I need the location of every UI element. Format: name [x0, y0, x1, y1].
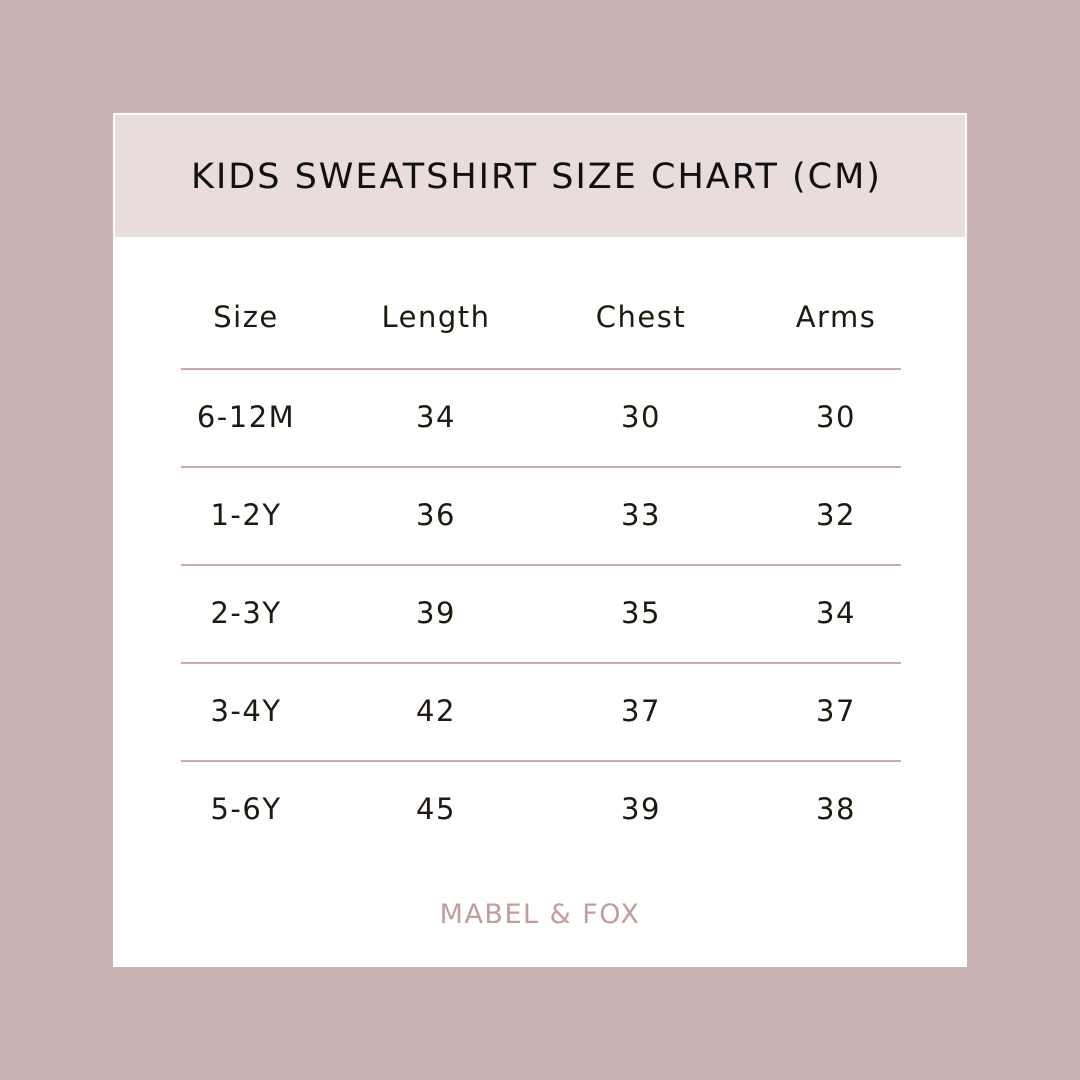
- arms-cell: 32: [816, 498, 856, 532]
- length-cell: 39: [416, 596, 456, 630]
- title-band: KIDS SWEATSHIRT SIZE CHART (CM): [115, 115, 965, 237]
- length-cell: 36: [416, 498, 456, 532]
- length-cell: 45: [416, 792, 456, 826]
- size-table: Size Length Chest Arms 6-12M 34 30 30 1-…: [181, 265, 901, 858]
- size-cell: 5-6Y: [210, 792, 282, 826]
- size-cell: 1-2Y: [210, 498, 282, 532]
- page-title: KIDS SWEATSHIRT SIZE CHART (CM): [191, 157, 882, 197]
- chest-cell: 33: [621, 498, 661, 532]
- brand-name: MABEL & FOX: [439, 899, 641, 930]
- size-cell: 6-12M: [196, 400, 296, 434]
- arms-cell: 38: [816, 792, 856, 826]
- chest-cell: 39: [621, 792, 661, 826]
- size-cell: 2-3Y: [210, 596, 282, 630]
- chest-cell: 35: [621, 596, 661, 630]
- length-cell: 34: [416, 400, 456, 434]
- arms-cell: 34: [816, 596, 856, 630]
- table-header-row: Size Length Chest Arms: [181, 265, 901, 368]
- column-header-chest: Chest: [595, 300, 687, 334]
- row-divider: [181, 466, 901, 468]
- chest-cell: 30: [621, 400, 661, 434]
- table-row: 1-2Y 36 33 32: [181, 466, 901, 564]
- length-cell: 42: [416, 694, 456, 728]
- size-chart-card: KIDS SWEATSHIRT SIZE CHART (CM) Size Len…: [113, 113, 967, 967]
- column-header-length: Length: [381, 300, 491, 334]
- column-header-arms: Arms: [795, 300, 877, 334]
- size-cell: 3-4Y: [210, 694, 282, 728]
- arms-cell: 37: [816, 694, 856, 728]
- row-divider: [181, 564, 901, 566]
- arms-cell: 30: [816, 400, 856, 434]
- table-row: 2-3Y 39 35 34: [181, 564, 901, 662]
- row-divider: [181, 760, 901, 762]
- chest-cell: 37: [621, 694, 661, 728]
- table-row: 6-12M 34 30 30: [181, 368, 901, 466]
- column-header-size: Size: [213, 300, 279, 334]
- row-divider: [181, 368, 901, 370]
- table-row: 3-4Y 42 37 37: [181, 662, 901, 760]
- table-row: 5-6Y 45 39 38: [181, 760, 901, 858]
- row-divider: [181, 662, 901, 664]
